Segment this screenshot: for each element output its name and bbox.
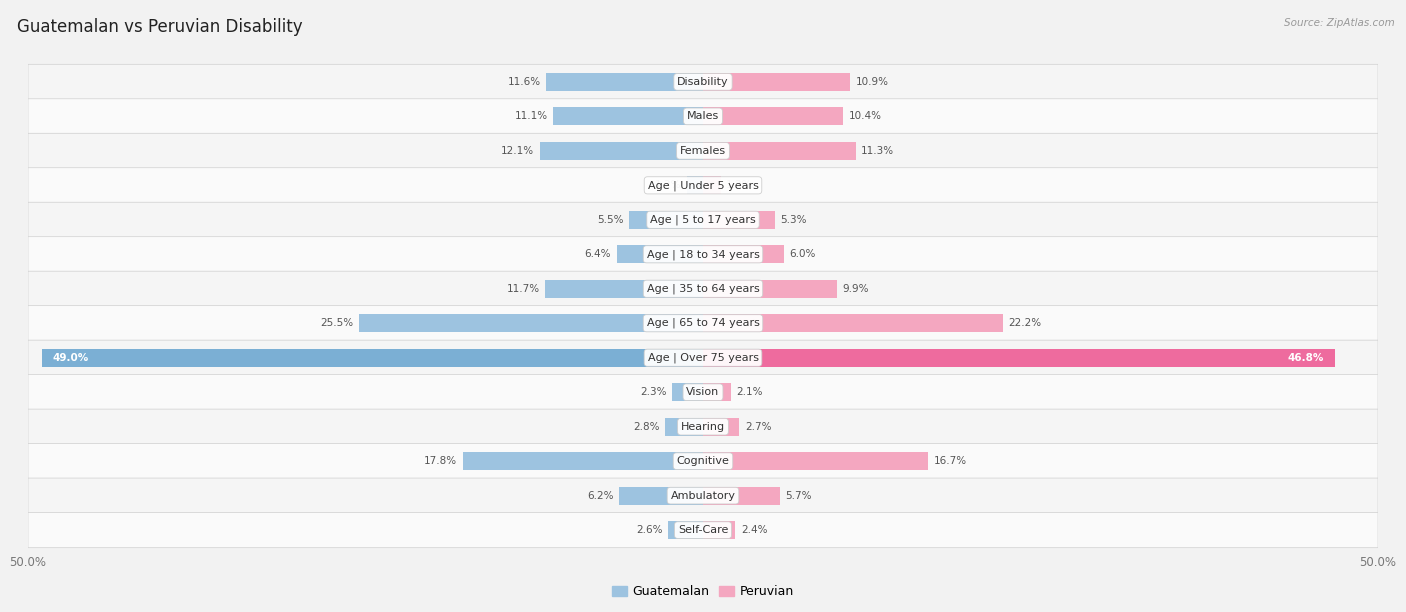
Text: Age | 35 to 64 years: Age | 35 to 64 years bbox=[647, 283, 759, 294]
Bar bbox=[703, 452, 928, 470]
FancyBboxPatch shape bbox=[28, 409, 1378, 444]
Text: Ambulatory: Ambulatory bbox=[671, 491, 735, 501]
Bar bbox=[547, 73, 703, 91]
Bar bbox=[703, 176, 720, 194]
Text: 2.7%: 2.7% bbox=[745, 422, 772, 431]
Bar bbox=[703, 383, 731, 401]
Text: 1.2%: 1.2% bbox=[655, 181, 682, 190]
Text: 2.8%: 2.8% bbox=[633, 422, 659, 431]
Text: 6.2%: 6.2% bbox=[588, 491, 614, 501]
Text: Source: ZipAtlas.com: Source: ZipAtlas.com bbox=[1284, 18, 1395, 28]
Text: 16.7%: 16.7% bbox=[934, 456, 967, 466]
Bar bbox=[628, 211, 703, 229]
Bar bbox=[42, 349, 703, 367]
Bar bbox=[703, 521, 735, 539]
Bar bbox=[359, 315, 703, 332]
Text: Age | 65 to 74 years: Age | 65 to 74 years bbox=[647, 318, 759, 329]
Text: 11.1%: 11.1% bbox=[515, 111, 548, 121]
Bar bbox=[703, 315, 1002, 332]
Bar bbox=[672, 383, 703, 401]
Text: 11.7%: 11.7% bbox=[506, 284, 540, 294]
Text: Guatemalan vs Peruvian Disability: Guatemalan vs Peruvian Disability bbox=[17, 18, 302, 36]
Bar bbox=[617, 245, 703, 263]
Text: 25.5%: 25.5% bbox=[321, 318, 353, 328]
Text: Cognitive: Cognitive bbox=[676, 456, 730, 466]
Text: 49.0%: 49.0% bbox=[52, 353, 89, 363]
FancyBboxPatch shape bbox=[28, 512, 1378, 548]
Bar bbox=[703, 142, 855, 160]
Bar bbox=[546, 280, 703, 297]
Text: 6.4%: 6.4% bbox=[585, 249, 612, 259]
Text: 5.5%: 5.5% bbox=[598, 215, 623, 225]
Bar bbox=[703, 487, 780, 505]
FancyBboxPatch shape bbox=[28, 340, 1378, 375]
FancyBboxPatch shape bbox=[28, 375, 1378, 410]
Text: Vision: Vision bbox=[686, 387, 720, 397]
Text: 17.8%: 17.8% bbox=[425, 456, 457, 466]
Bar bbox=[540, 142, 703, 160]
Bar bbox=[463, 452, 703, 470]
Text: Age | Over 75 years: Age | Over 75 years bbox=[648, 353, 758, 363]
Text: 6.0%: 6.0% bbox=[789, 249, 815, 259]
FancyBboxPatch shape bbox=[28, 64, 1378, 100]
FancyBboxPatch shape bbox=[28, 444, 1378, 479]
FancyBboxPatch shape bbox=[28, 133, 1378, 168]
Text: Males: Males bbox=[688, 111, 718, 121]
Bar bbox=[553, 107, 703, 125]
Bar bbox=[668, 521, 703, 539]
Bar bbox=[703, 73, 851, 91]
Text: 5.7%: 5.7% bbox=[786, 491, 811, 501]
Text: Disability: Disability bbox=[678, 77, 728, 87]
Bar bbox=[686, 176, 703, 194]
Text: 2.4%: 2.4% bbox=[741, 525, 768, 535]
Text: 11.6%: 11.6% bbox=[508, 77, 541, 87]
Text: Age | 5 to 17 years: Age | 5 to 17 years bbox=[650, 215, 756, 225]
FancyBboxPatch shape bbox=[28, 305, 1378, 341]
Text: 9.9%: 9.9% bbox=[842, 284, 869, 294]
Text: Age | 18 to 34 years: Age | 18 to 34 years bbox=[647, 249, 759, 259]
Text: Age | Under 5 years: Age | Under 5 years bbox=[648, 180, 758, 190]
Bar bbox=[703, 211, 775, 229]
FancyBboxPatch shape bbox=[28, 478, 1378, 513]
FancyBboxPatch shape bbox=[28, 271, 1378, 307]
Text: 12.1%: 12.1% bbox=[501, 146, 534, 156]
Bar bbox=[665, 418, 703, 436]
Text: Hearing: Hearing bbox=[681, 422, 725, 431]
Text: 2.1%: 2.1% bbox=[737, 387, 763, 397]
FancyBboxPatch shape bbox=[28, 237, 1378, 272]
FancyBboxPatch shape bbox=[28, 99, 1378, 134]
Text: 2.3%: 2.3% bbox=[640, 387, 666, 397]
Text: 1.3%: 1.3% bbox=[725, 181, 752, 190]
FancyBboxPatch shape bbox=[28, 202, 1378, 237]
Text: 2.6%: 2.6% bbox=[636, 525, 662, 535]
Text: 5.3%: 5.3% bbox=[780, 215, 807, 225]
Text: 11.3%: 11.3% bbox=[860, 146, 894, 156]
FancyBboxPatch shape bbox=[28, 168, 1378, 203]
Text: Self-Care: Self-Care bbox=[678, 525, 728, 535]
Text: 10.4%: 10.4% bbox=[849, 111, 882, 121]
Text: Females: Females bbox=[681, 146, 725, 156]
Text: 22.2%: 22.2% bbox=[1008, 318, 1042, 328]
Bar bbox=[703, 418, 740, 436]
Bar bbox=[619, 487, 703, 505]
Legend: Guatemalan, Peruvian: Guatemalan, Peruvian bbox=[607, 580, 799, 603]
Text: 10.9%: 10.9% bbox=[855, 77, 889, 87]
Bar bbox=[703, 280, 837, 297]
Text: 46.8%: 46.8% bbox=[1288, 353, 1324, 363]
Bar bbox=[703, 107, 844, 125]
Bar bbox=[703, 349, 1334, 367]
Bar bbox=[703, 245, 785, 263]
